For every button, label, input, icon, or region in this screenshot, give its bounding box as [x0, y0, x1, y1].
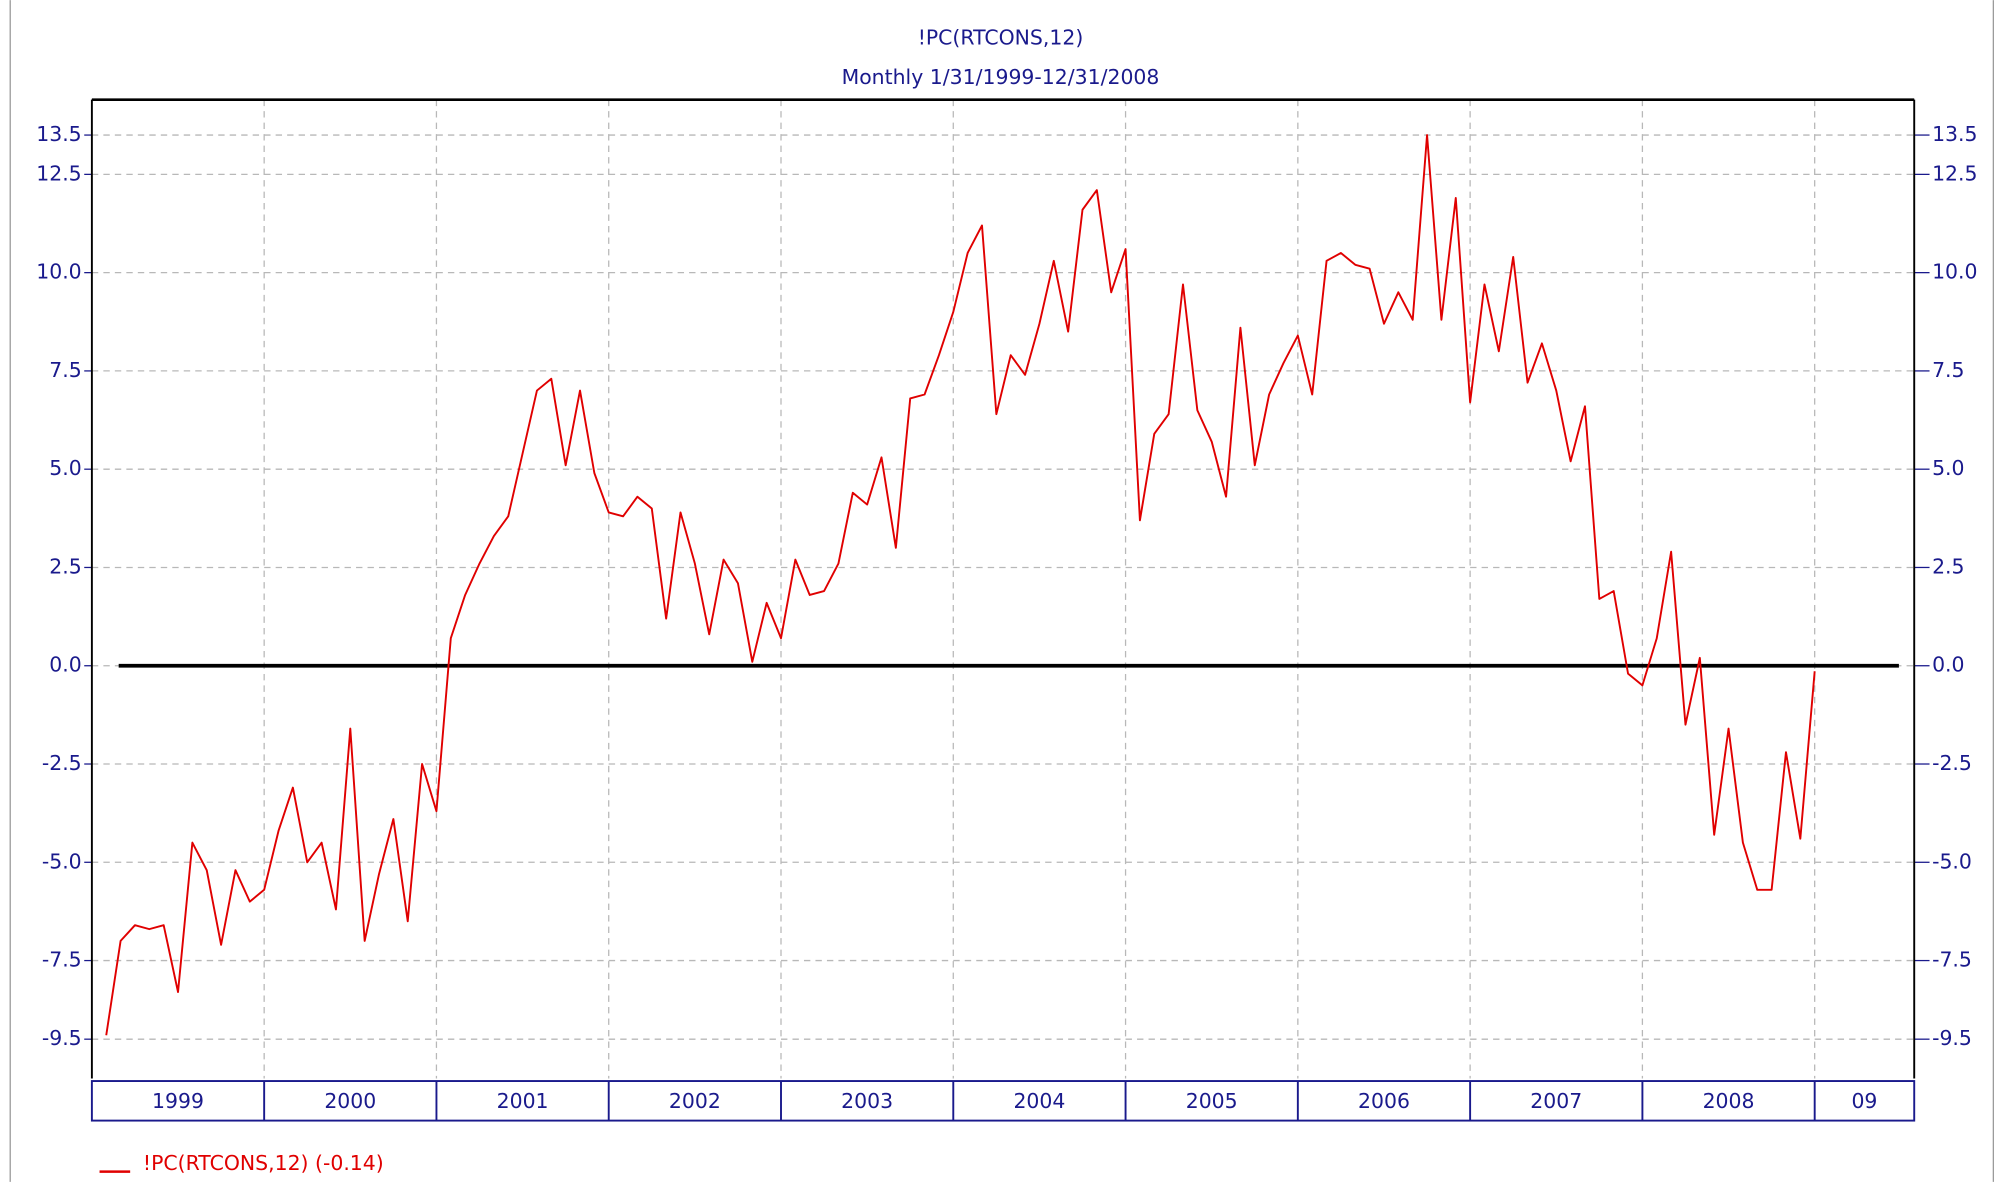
y-tick-label: 13.5	[36, 122, 81, 146]
x-tick-label: 09	[1851, 1089, 1877, 1113]
x-tick-label: 2001	[497, 1089, 549, 1113]
y2-tick-label: 2.5	[1932, 554, 1964, 578]
x-tick-label: 2005	[1186, 1089, 1238, 1113]
x-tick-label: 2008	[1703, 1089, 1755, 1113]
x-tick-label: 2003	[841, 1089, 893, 1113]
x-tick-label: 2000	[324, 1089, 376, 1113]
y2-tick-label: 12.5	[1932, 161, 1977, 185]
chart-title: !PC(RTCONS,12)	[918, 25, 1084, 49]
y2-tick-label: 13.5	[1932, 122, 1977, 146]
y2-tick-label: 5.0	[1932, 456, 1964, 480]
y-tick-label: 7.5	[49, 358, 81, 382]
y-tick-label: -9.5	[42, 1026, 82, 1050]
y-tick-label: 10.0	[36, 260, 81, 284]
y2-tick-label: 0.0	[1932, 653, 1964, 677]
x-tick-label: 2002	[669, 1089, 721, 1113]
series-line	[105, 134, 1816, 1036]
y2-tick-label: -5.0	[1932, 849, 1972, 873]
y-tick-label: -2.5	[42, 751, 82, 775]
legend-label: !PC(RTCONS,12) (-0.14)	[143, 1151, 384, 1175]
y2-tick-label: -7.5	[1932, 948, 1972, 972]
y2-tick-label: -9.5	[1932, 1026, 1972, 1050]
y-tick-label: 0.0	[49, 653, 81, 677]
x-axis-band	[90, 1080, 1916, 1122]
y-tick-label: -7.5	[42, 948, 82, 972]
y2-tick-label: -2.5	[1932, 751, 1972, 775]
y-tick-label: 12.5	[36, 161, 81, 185]
x-tick-label: 1999	[152, 1089, 204, 1113]
plot-area: -9.5 -9.5 -7.5 -7.5 -5.0 -5.0 -2.5 -2.5 0.0 0.0 2.…	[36, 98, 1978, 1175]
x-tick-label: 2007	[1530, 1089, 1582, 1113]
y-tick-label: -5.0	[42, 849, 82, 873]
y-tick-label: 2.5	[49, 554, 81, 578]
y2-tick-label: 7.5	[1932, 358, 1964, 382]
x-tick-label: 2006	[1358, 1089, 1410, 1113]
chart-subtitle: Monthly 1/31/1999-12/31/2008	[842, 65, 1160, 89]
y-tick-label: 5.0	[49, 456, 81, 480]
y2-tick-label: 10.0	[1932, 260, 1977, 284]
x-tick-label: 2004	[1013, 1089, 1065, 1113]
